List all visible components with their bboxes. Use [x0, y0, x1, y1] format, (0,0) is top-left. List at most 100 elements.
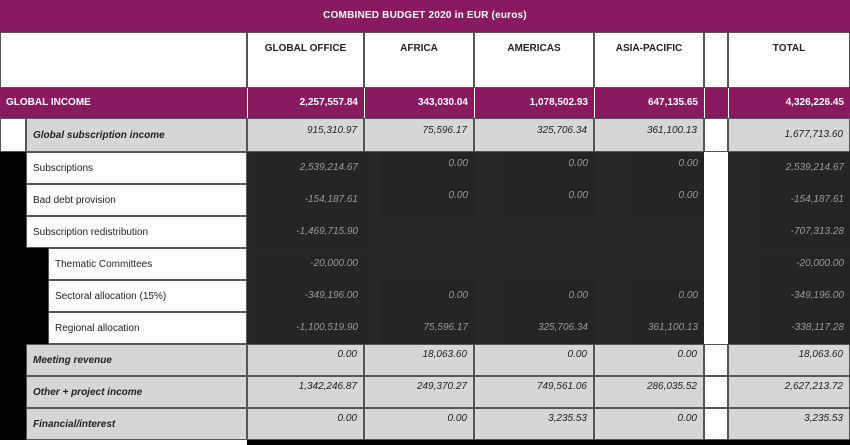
global-subscription-total: 1,677,713.60 [728, 118, 850, 152]
row-asia: 361,100.13 [594, 312, 704, 344]
row-total: 3,235.53 [728, 408, 850, 440]
row-office: -1,469,715.90 [247, 216, 364, 248]
row-office: -1,100,519.90 [247, 312, 364, 344]
row-africa: 0.00 [364, 408, 474, 440]
row-spacer [704, 376, 728, 408]
row-spacer [704, 248, 728, 280]
row-label: Other + project income [26, 376, 247, 408]
table-row: Other + project income 1,342,246.87 249,… [0, 376, 850, 408]
row-office: -20,000.00 [247, 248, 364, 280]
row-americas: 325,706.34 [474, 312, 594, 344]
global-income-office: 2,257,557.84 [247, 88, 364, 118]
row-asia: 0.00 [594, 184, 704, 216]
table-row: Thematic Committees -20,000.00 -20,000.0… [0, 248, 850, 280]
global-subscription-label: Global subscription income [26, 118, 247, 152]
table-title: COMBINED BUDGET 2020 in EUR (euros) [0, 0, 850, 32]
row-label: Regional allocation [48, 312, 247, 344]
row-asia: 0.00 [594, 152, 704, 184]
row-asia [594, 248, 704, 280]
row-asia [594, 216, 704, 248]
row-americas: 0.00 [474, 344, 594, 376]
global-income-total: 4,326,226.45 [728, 88, 850, 118]
row-total: -338,117.28 [728, 312, 850, 344]
row-office: -154,187.61 [247, 184, 364, 216]
row-office: 2,539,214.67 [247, 152, 364, 184]
row-asia: 286,035.52 [594, 376, 704, 408]
row-africa: 249,370.27 [364, 376, 474, 408]
row-total: 2,627,213.72 [728, 376, 850, 408]
row-total: 2,539,214.67 [728, 152, 850, 184]
row-total: -707,313.28 [728, 216, 850, 248]
row-spacer [704, 152, 728, 184]
header-americas: AMERICAS [474, 32, 594, 88]
global-income-americas: 1,078,502.93 [474, 88, 594, 118]
row-africa [364, 216, 474, 248]
row-americas: 0.00 [474, 280, 594, 312]
header-row: GLOBAL OFFICE AFRICA AMERICAS ASIA-PACIF… [0, 32, 850, 88]
row-americas: 0.00 [474, 184, 594, 216]
row-indent [0, 344, 26, 376]
row-indent [0, 376, 26, 408]
global-subscription-row: Global subscription income 915,310.97 75… [0, 118, 850, 152]
global-income-label: GLOBAL INCOME [0, 88, 247, 118]
row-indent [0, 184, 26, 216]
row-africa: 18,063.60 [364, 344, 474, 376]
row-asia: 0.00 [594, 344, 704, 376]
table-row: Sectoral allocation (15%) -349,196.00 0.… [0, 280, 850, 312]
row-total: -20,000.00 [728, 248, 850, 280]
header-spacer [704, 32, 728, 88]
row-label: Meeting revenue [26, 344, 247, 376]
row-americas: 0.00 [474, 152, 594, 184]
row-americas [474, 248, 594, 280]
bottom-strip-right [247, 440, 850, 445]
row-africa: 0.00 [364, 280, 474, 312]
row-spacer [704, 408, 728, 440]
header-africa: AFRICA [364, 32, 474, 88]
row-africa [364, 248, 474, 280]
row-office: 1,342,246.87 [247, 376, 364, 408]
global-subscription-office: 915,310.97 [247, 118, 364, 152]
bottom-strip-left [0, 440, 247, 445]
row-spacer [704, 280, 728, 312]
row-americas [474, 216, 594, 248]
row-total: 18,063.60 [728, 344, 850, 376]
table-row: Regional allocation -1,100,519.90 75,596… [0, 312, 850, 344]
global-subscription-africa: 75,596.17 [364, 118, 474, 152]
row-total: -349,196.00 [728, 280, 850, 312]
row-office: -349,196.00 [247, 280, 364, 312]
row-americas: 749,561.06 [474, 376, 594, 408]
row-label: Thematic Committees [48, 248, 247, 280]
row-indent [0, 152, 26, 184]
row-label: Sectoral allocation (15%) [48, 280, 247, 312]
global-income-africa: 343,030.04 [364, 88, 474, 118]
table-row: Meeting revenue 0.00 18,063.60 0.00 0.00… [0, 344, 850, 376]
global-subscription-indent [0, 118, 26, 152]
row-africa: 0.00 [364, 152, 474, 184]
global-income-row: GLOBAL INCOME 2,257,557.84 343,030.04 1,… [0, 88, 850, 118]
header-asia-pacific: ASIA-PACIFIC [594, 32, 704, 88]
header-total: TOTAL [728, 32, 850, 88]
row-spacer [704, 184, 728, 216]
global-subscription-spacer [704, 118, 728, 152]
table-row: Subscription redistribution -1,469,715.9… [0, 216, 850, 248]
table-row: Bad debt provision -154,187.61 0.00 0.00… [0, 184, 850, 216]
row-africa: 75,596.17 [364, 312, 474, 344]
row-africa: 0.00 [364, 184, 474, 216]
row-spacer [704, 312, 728, 344]
row-asia: 0.00 [594, 280, 704, 312]
table-row: Financial/interest 0.00 0.00 3,235.53 0.… [0, 408, 850, 440]
table-row: Subscriptions 2,539,214.67 0.00 0.00 0.0… [0, 152, 850, 184]
header-global-office: GLOBAL OFFICE [247, 32, 364, 88]
header-blank-cell [0, 32, 247, 88]
bottom-strip [0, 440, 850, 445]
row-label: Bad debt provision [26, 184, 247, 216]
row-indent [0, 248, 48, 280]
row-label: Subscriptions [26, 152, 247, 184]
row-spacer [704, 344, 728, 376]
row-label: Subscription redistribution [26, 216, 247, 248]
row-indent [0, 280, 48, 312]
row-indent [0, 312, 48, 344]
row-total: -154,187.61 [728, 184, 850, 216]
row-asia: 0.00 [594, 408, 704, 440]
global-income-spacer [704, 88, 728, 118]
